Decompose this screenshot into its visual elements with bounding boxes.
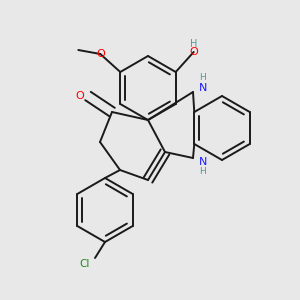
Text: O: O (96, 49, 105, 59)
Text: N: N (199, 83, 207, 93)
Text: H: H (190, 39, 197, 49)
Text: H: H (200, 167, 206, 176)
Text: N: N (199, 157, 207, 167)
Text: O: O (189, 47, 198, 57)
Text: Cl: Cl (80, 259, 90, 269)
Text: H: H (200, 74, 206, 82)
Text: O: O (76, 91, 84, 101)
